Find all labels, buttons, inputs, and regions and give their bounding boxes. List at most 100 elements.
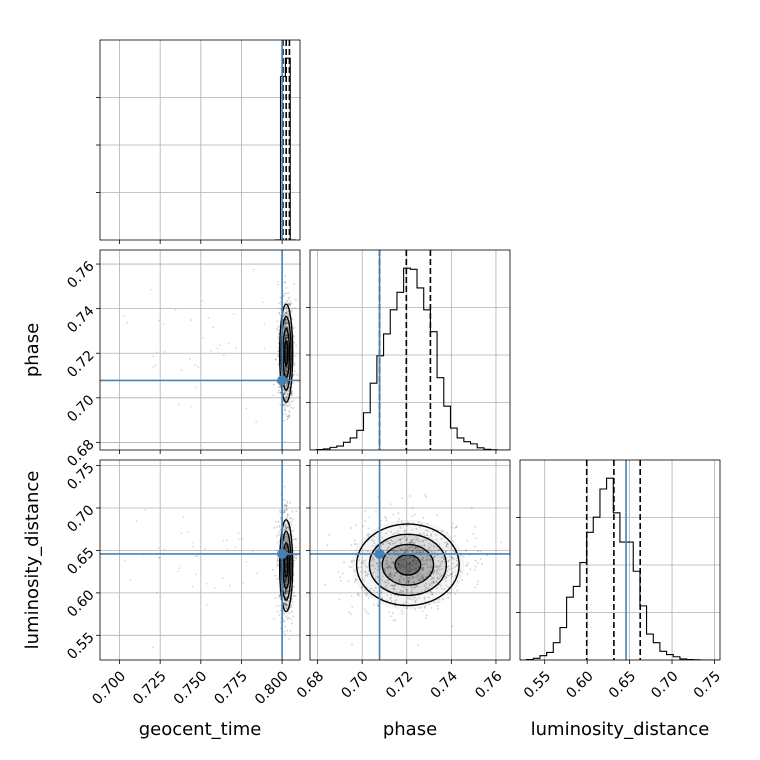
sample-point (284, 391, 287, 394)
sample-point (350, 544, 353, 546)
sample-point (373, 560, 376, 563)
sample-point (469, 568, 472, 571)
sample-point (407, 572, 409, 575)
sample-point (404, 589, 407, 591)
sample-point (446, 531, 449, 534)
sample-point (285, 366, 288, 369)
sample-point (434, 551, 437, 554)
sample-point (390, 593, 393, 596)
sample-point (389, 565, 392, 568)
sample-point (287, 603, 290, 605)
sample-point (436, 565, 439, 568)
sample-point (284, 336, 287, 339)
hist-panel-geocent_time (96, 39, 301, 244)
sample-point (357, 592, 360, 595)
sample-point (285, 528, 288, 531)
sample-point (285, 292, 288, 295)
sample-point (474, 545, 476, 548)
sample-point (283, 419, 285, 422)
sample-point (283, 403, 286, 406)
sample-point (399, 549, 402, 552)
sample-point (422, 550, 425, 553)
sample-point (285, 383, 288, 386)
sample-point (286, 381, 289, 384)
sample-point (275, 328, 278, 330)
sample-point (392, 567, 395, 570)
sample-point (284, 355, 287, 358)
sample-point (284, 311, 287, 314)
sample-point (380, 519, 382, 522)
sample-point (395, 572, 397, 574)
sample-point (440, 568, 443, 570)
sample-point (451, 545, 453, 548)
sample-point (429, 546, 431, 549)
sample-point (414, 547, 417, 550)
sample-point (439, 565, 442, 568)
sample-point (399, 578, 402, 581)
sample-point (286, 502, 289, 505)
sample-point (285, 578, 287, 581)
sample-point (284, 338, 287, 340)
sample-point (381, 597, 383, 600)
sample-point (285, 543, 288, 546)
sample-point (194, 363, 197, 366)
sample-point (195, 386, 198, 389)
sample-point (394, 550, 397, 553)
sample-point (377, 568, 380, 571)
sample-point (399, 538, 402, 541)
sample-point (284, 275, 287, 278)
sample-point (364, 520, 367, 523)
sample-point (432, 581, 435, 584)
sample-point (284, 525, 287, 528)
sample-point (418, 533, 421, 536)
sample-point (275, 535, 278, 537)
sample-point (381, 575, 384, 578)
sample-point (252, 268, 255, 271)
sample-point (285, 545, 288, 548)
sample-point (403, 530, 406, 533)
sample-point (447, 596, 450, 599)
sample-point (245, 407, 248, 410)
sample-point (283, 294, 285, 297)
sample-point (421, 558, 424, 561)
sample-point (428, 583, 431, 586)
sample-point (348, 611, 351, 614)
sample-point (402, 558, 405, 561)
sample-point (409, 585, 412, 588)
sample-point (409, 562, 412, 565)
sample-point (292, 595, 295, 598)
sample-point (285, 567, 288, 569)
sample-point (279, 386, 281, 389)
sample-point (406, 550, 409, 553)
sample-point (425, 563, 428, 566)
sample-point (445, 575, 448, 578)
sample-point (435, 538, 438, 541)
sample-point (272, 394, 275, 397)
sample-point (360, 566, 363, 568)
sample-point (284, 338, 287, 341)
sample-point (362, 525, 365, 528)
sample-point (448, 568, 451, 571)
sample-point (390, 576, 393, 579)
sample-point (261, 301, 264, 304)
sample-point (381, 542, 384, 545)
sample-point (222, 576, 224, 579)
sample-point (284, 603, 287, 606)
sample-point (288, 316, 290, 319)
sample-point (285, 549, 288, 552)
sample-point (286, 370, 288, 373)
sample-point (284, 539, 286, 542)
sample-point (284, 601, 287, 604)
sample-point (389, 615, 392, 618)
sample-point (409, 596, 412, 598)
sample-point (285, 563, 287, 566)
sample-point (284, 281, 286, 284)
sample-point (287, 302, 289, 305)
sample-point (393, 542, 396, 545)
sample-point (427, 572, 429, 575)
sample-point (438, 564, 441, 567)
sample-point (421, 577, 423, 579)
sample-point (286, 300, 289, 302)
sample-point (278, 312, 281, 315)
sample-point (286, 385, 288, 388)
